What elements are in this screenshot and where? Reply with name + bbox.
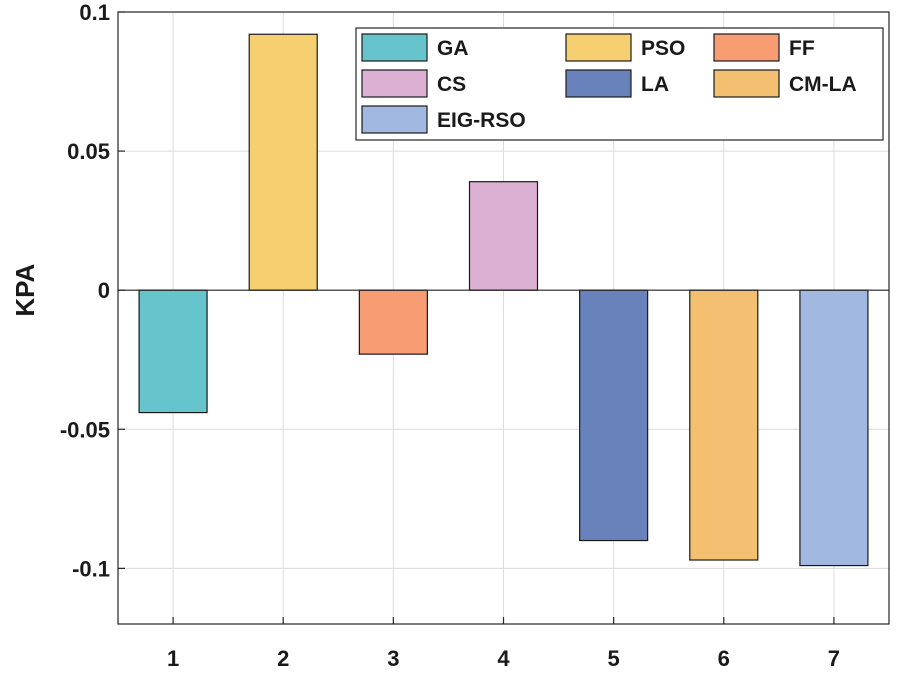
x-tick-label: 6 <box>718 646 730 671</box>
bar-ga <box>138 289 208 414</box>
bar-la <box>579 289 649 542</box>
y-tick-label: 0.05 <box>67 139 110 164</box>
y-tick-label: -0.1 <box>72 556 110 581</box>
bar-cs <box>468 181 539 291</box>
axes <box>117 11 890 625</box>
bar-cm-la <box>689 289 759 561</box>
legend-label-cs: CS <box>437 73 466 96</box>
legend-swatch-cs <box>361 69 428 98</box>
bars <box>138 33 869 567</box>
legend-swatch-eig-rso <box>361 105 428 134</box>
y-tick-label: 0 <box>98 278 110 303</box>
legend-swatch-ff <box>713 33 780 62</box>
legend-label-la: LA <box>641 73 669 96</box>
bar-pso <box>248 33 318 291</box>
legend-swatch-cm-la <box>713 69 780 98</box>
legend-label-pso: PSO <box>641 37 685 60</box>
legend-swatch-pso <box>565 33 632 62</box>
y-tick-label: -0.05 <box>60 417 110 442</box>
legend-label-ga: GA <box>437 37 469 60</box>
x-tick-label: 7 <box>828 646 840 671</box>
y-axis-label: KPA <box>10 263 40 316</box>
legend-label-eig-rso: EIG-RSO <box>437 109 526 132</box>
legend-label-ff: FF <box>789 37 815 60</box>
legend-swatch-ga <box>361 33 428 62</box>
legend: GA PSO FF CS LA CM-LA EIG-RSO <box>355 27 884 141</box>
y-tick-label: 0.1 <box>79 0 110 25</box>
x-tick-label: 3 <box>387 646 399 671</box>
legend-swatch-la <box>565 69 632 98</box>
bar-eig-rso <box>799 289 869 567</box>
legend-label-cm-la: CM-LA <box>789 73 857 96</box>
x-tick-label: 1 <box>167 646 179 671</box>
bar-ff <box>358 289 428 355</box>
x-tick-label: 5 <box>608 646 620 671</box>
tick-labels: 0.1 0.05 0 -0.05 -0.1 1 2 3 4 5 6 7 <box>60 0 840 671</box>
x-tick-label: 2 <box>277 646 289 671</box>
x-tick-label: 4 <box>497 646 510 671</box>
